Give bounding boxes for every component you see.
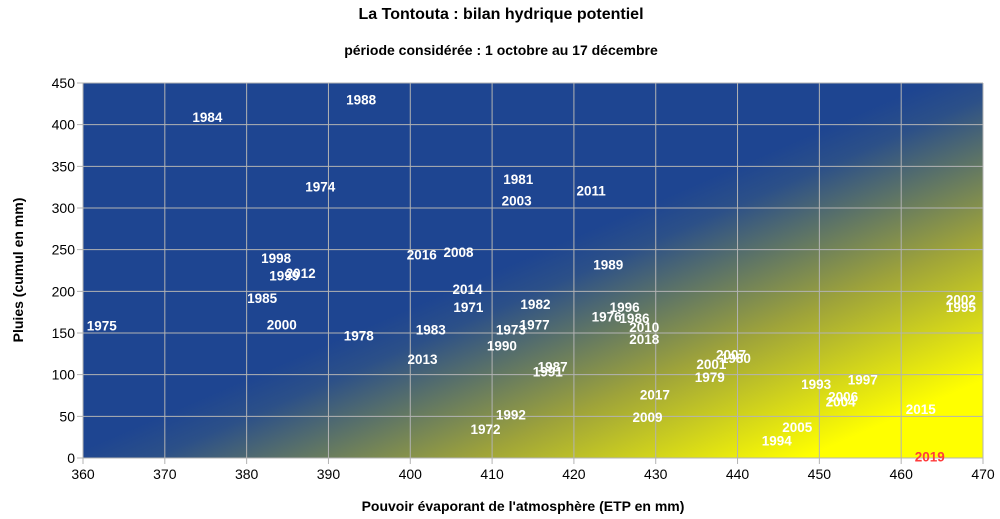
y-axis-title: Pluies (cumul en mm) bbox=[10, 198, 26, 343]
data-point-1975: 1975 bbox=[87, 319, 118, 334]
x-tick-label: 390 bbox=[317, 466, 341, 482]
y-tick-label: 0 bbox=[67, 450, 75, 466]
x-tick-label: 470 bbox=[971, 466, 995, 482]
y-tick-label: 200 bbox=[52, 283, 76, 299]
data-point-2013: 2013 bbox=[408, 352, 439, 367]
data-point-1984: 1984 bbox=[192, 110, 223, 125]
x-axis-title: Pouvoir évaporant de l'atmosphère (ETP e… bbox=[362, 498, 685, 514]
y-tick-label: 400 bbox=[52, 117, 76, 133]
data-point-1985: 1985 bbox=[247, 291, 278, 306]
data-point-2018: 2018 bbox=[629, 332, 660, 347]
x-axis-ticks: 360 370 380 390 400 410 420 430 440 450 460 470 bbox=[71, 466, 995, 482]
y-tick-label: 50 bbox=[59, 408, 75, 424]
data-point-1995: 1995 bbox=[946, 300, 977, 315]
data-point-1992: 1992 bbox=[496, 408, 526, 423]
data-point-1986: 1986 bbox=[619, 311, 650, 326]
x-tick-label: 440 bbox=[726, 466, 750, 482]
x-tick-label: 360 bbox=[71, 466, 95, 482]
data-point-2019: 2019 bbox=[915, 449, 945, 464]
data-point-2003: 2003 bbox=[502, 194, 533, 209]
y-tick-label: 250 bbox=[52, 242, 76, 258]
data-point-1982: 1982 bbox=[520, 297, 550, 312]
data-point-1998: 1998 bbox=[261, 251, 292, 266]
data-point-1980: 1980 bbox=[721, 351, 751, 366]
data-point-2016: 2016 bbox=[407, 248, 438, 263]
data-point-1971: 1971 bbox=[453, 300, 484, 315]
data-point-1974: 1974 bbox=[305, 179, 336, 194]
data-point-2015: 2015 bbox=[906, 402, 937, 417]
data-point-2000: 2000 bbox=[267, 318, 297, 333]
y-tick-label: 350 bbox=[52, 158, 76, 174]
x-tick-label: 430 bbox=[644, 466, 668, 482]
data-point-1988: 1988 bbox=[346, 93, 377, 108]
data-point-1977: 1977 bbox=[520, 318, 550, 333]
data-point-1999: 1999 bbox=[269, 269, 299, 284]
data-point-2008: 2008 bbox=[444, 245, 475, 260]
data-point-2006: 2006 bbox=[828, 389, 859, 404]
data-point-1976: 1976 bbox=[592, 309, 623, 324]
y-tick-label: 150 bbox=[52, 325, 76, 341]
data-point-2017: 2017 bbox=[640, 388, 670, 403]
data-point-2011: 2011 bbox=[576, 184, 606, 199]
y-tick-label: 100 bbox=[52, 367, 76, 383]
x-tick-label: 460 bbox=[890, 466, 914, 482]
data-point-2010: 2010 bbox=[629, 320, 659, 335]
data-point-1997: 1997 bbox=[848, 373, 878, 388]
data-point-2005: 2005 bbox=[782, 420, 813, 435]
data-point-2001: 2001 bbox=[696, 357, 727, 372]
data-point-2012: 2012 bbox=[286, 266, 316, 281]
y-tick-label: 300 bbox=[52, 200, 76, 216]
data-point-1987: 1987 bbox=[538, 359, 568, 374]
data-point-1979: 1979 bbox=[695, 370, 725, 385]
x-tick-label: 380 bbox=[235, 466, 259, 482]
data-point-1983: 1983 bbox=[416, 323, 447, 338]
x-tick-label: 450 bbox=[808, 466, 832, 482]
data-point-1981: 1981 bbox=[503, 172, 534, 187]
data-point-2007: 2007 bbox=[716, 348, 746, 363]
x-tick-label: 400 bbox=[399, 466, 423, 482]
data-point-1993: 1993 bbox=[801, 377, 832, 392]
x-tick-label: 420 bbox=[562, 466, 586, 482]
data-point-1978: 1978 bbox=[344, 329, 375, 344]
data-point-2014: 2014 bbox=[453, 282, 484, 297]
data-point-1991: 1991 bbox=[533, 364, 564, 379]
data-point-1990: 1990 bbox=[487, 339, 517, 354]
data-point-2009: 2009 bbox=[633, 410, 663, 425]
y-tick-label: 450 bbox=[52, 75, 76, 91]
x-tick-label: 410 bbox=[480, 466, 504, 482]
data-point-1973: 1973 bbox=[496, 323, 527, 338]
chart-title: La Tontouta : bilan hydrique potentiel bbox=[358, 6, 643, 23]
data-point-1994: 1994 bbox=[762, 434, 793, 449]
data-point-2004: 2004 bbox=[826, 394, 857, 409]
gridlines bbox=[77, 82, 984, 464]
data-point-2002: 2002 bbox=[946, 293, 976, 308]
x-tick-label: 370 bbox=[153, 466, 177, 482]
data-point-1989: 1989 bbox=[593, 258, 623, 273]
data-point-1996: 1996 bbox=[610, 300, 641, 315]
chart-subtitle: période considérée : 1 octobre au 17 déc… bbox=[344, 42, 658, 58]
data-point-1972: 1972 bbox=[471, 422, 501, 437]
y-axis-ticks: 0 50 100 150 200 250 300 350 400 450 bbox=[52, 75, 76, 466]
plot-area bbox=[83, 83, 983, 458]
